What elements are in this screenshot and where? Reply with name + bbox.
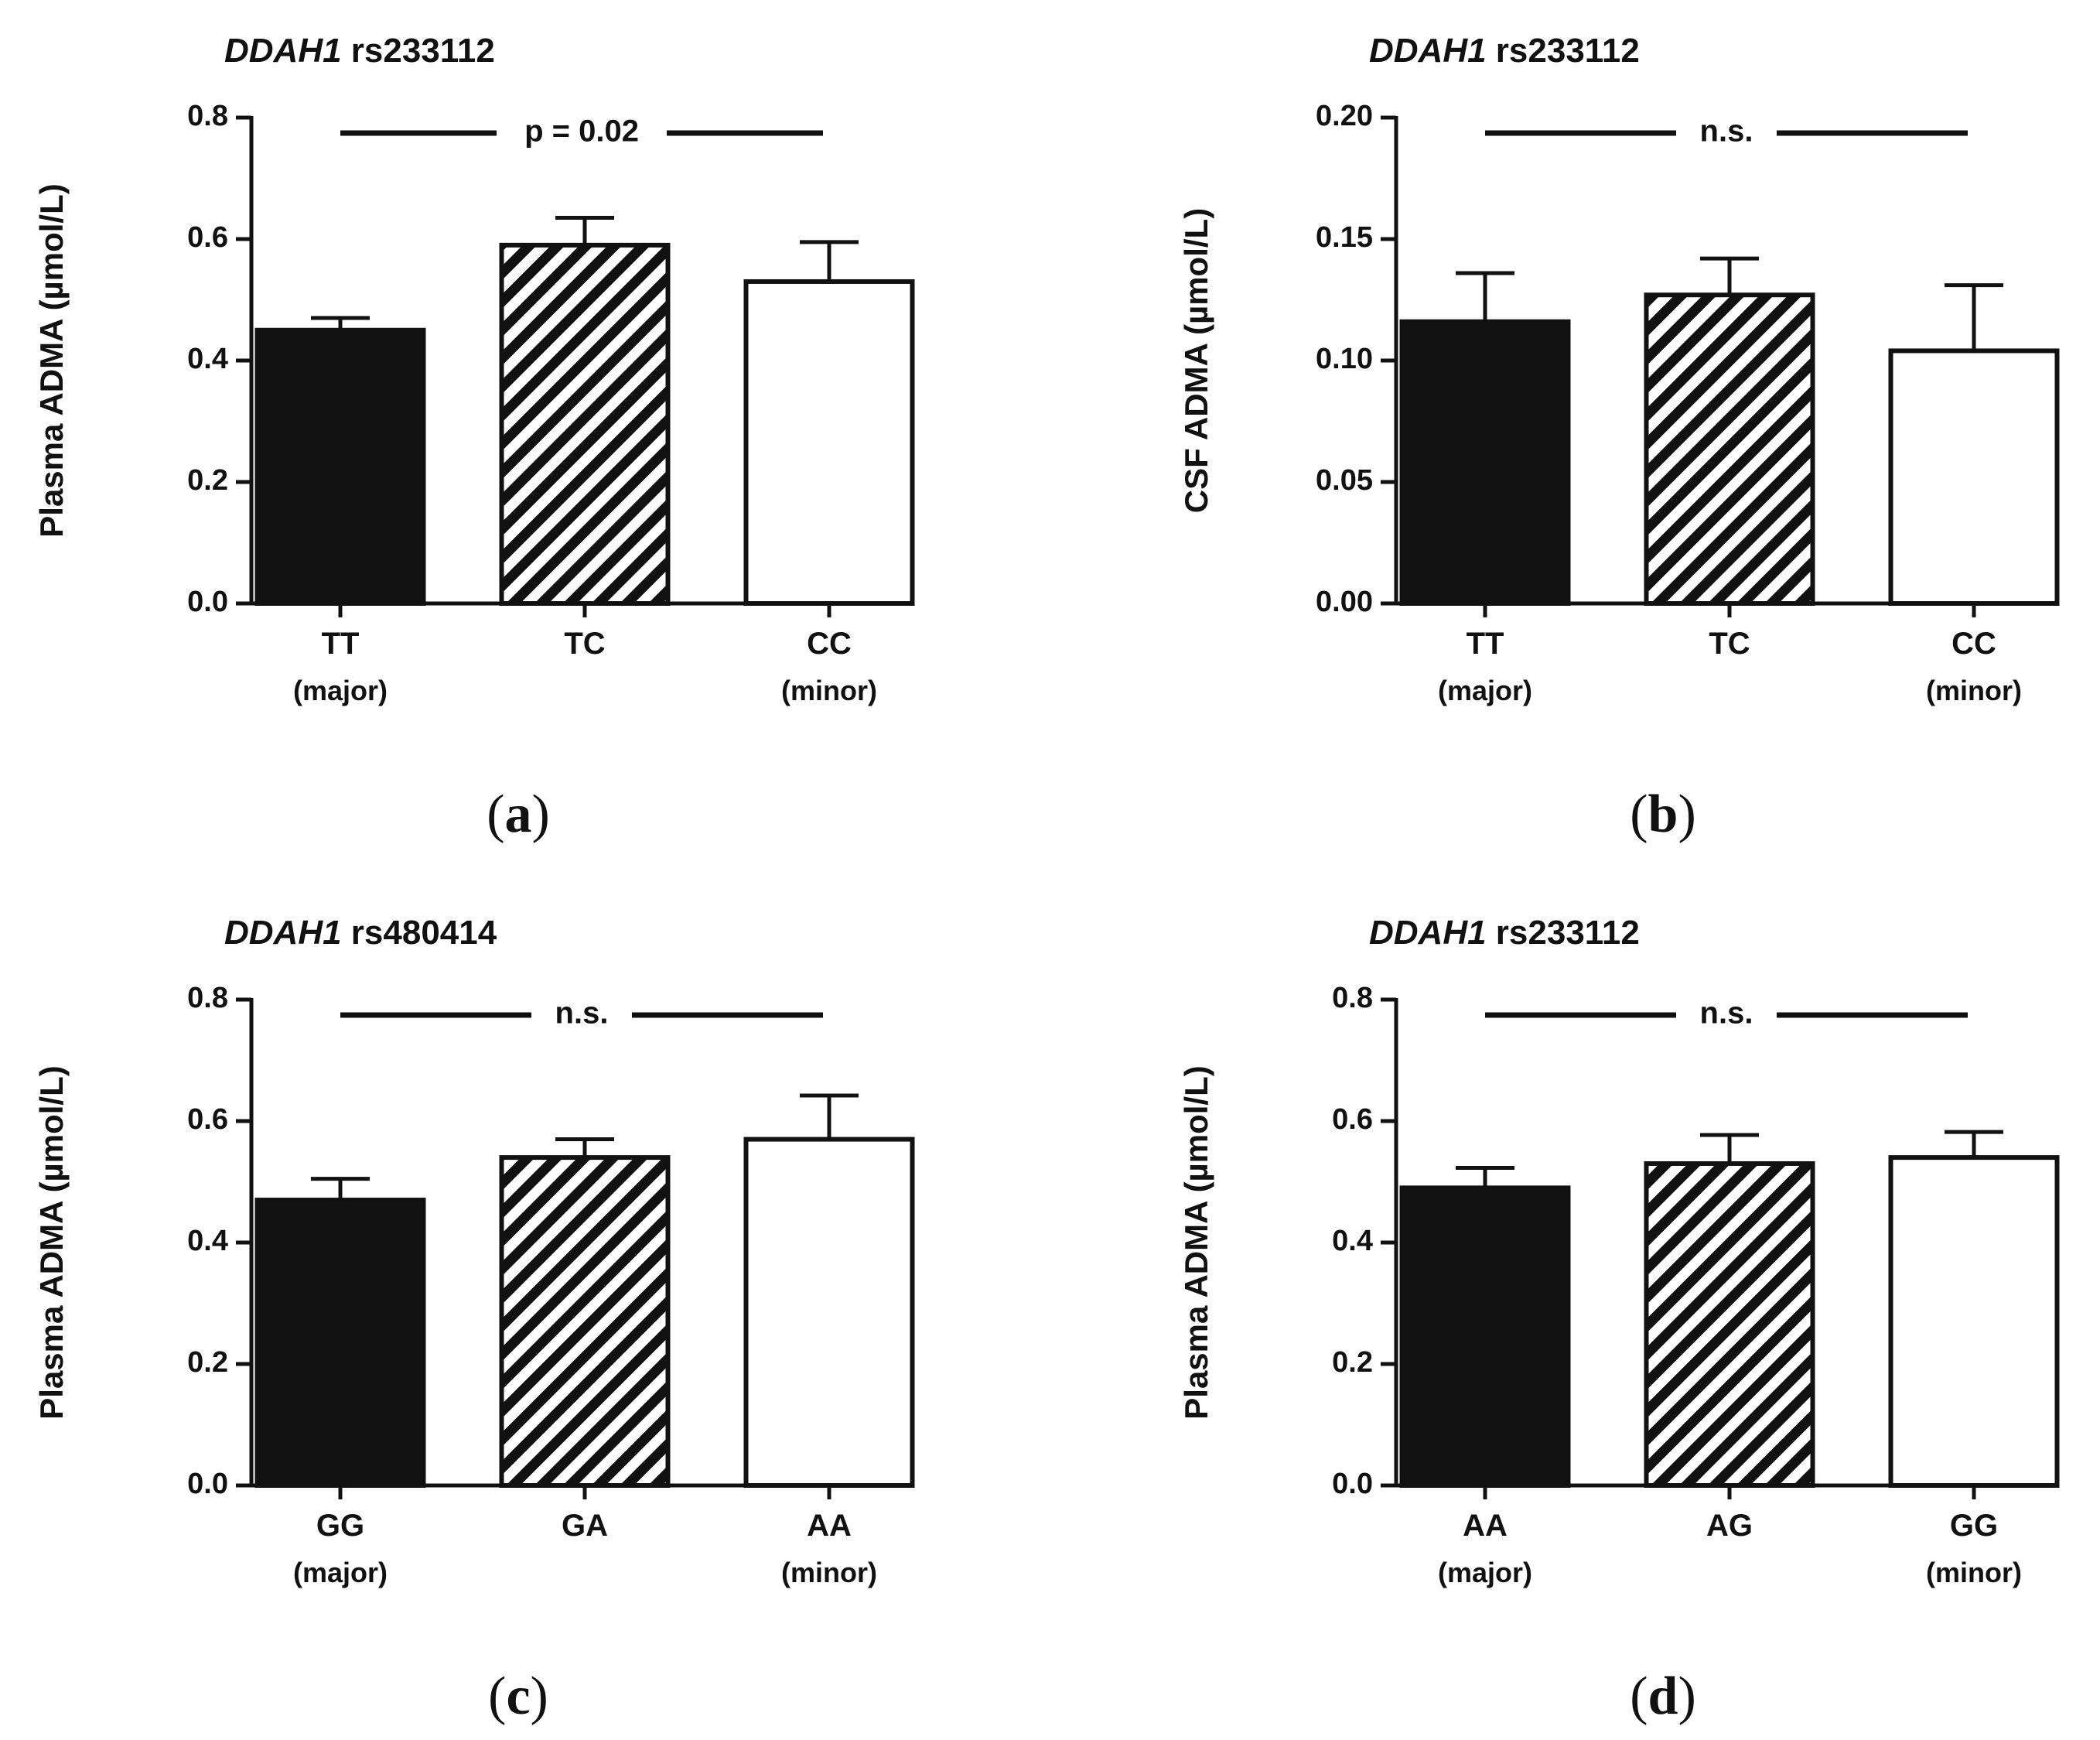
- x-category-sublabel: (minor): [781, 1557, 877, 1588]
- y-tick-label: 0.0: [1332, 1468, 1373, 1500]
- chart-title-snp: rs233112: [1487, 32, 1640, 70]
- bar-ga: [499, 1155, 671, 1488]
- chart-title-snp: rs480414: [342, 914, 497, 952]
- x-category-label: TC: [564, 627, 605, 661]
- y-tick-label: 0.4: [1332, 1225, 1373, 1257]
- chart-title-gene: DDAH1: [224, 914, 342, 952]
- bar-cc: [1888, 348, 2060, 606]
- chart-title-snp: rs233112: [342, 32, 495, 70]
- x-category-sublabel: (major): [1438, 675, 1532, 706]
- chart-title-snp: rs233112: [1487, 914, 1640, 952]
- x-category-label: GG: [1950, 1509, 1998, 1543]
- y-tick-label: 0.2: [1332, 1346, 1373, 1379]
- y-tick-label: 0.8: [1332, 982, 1373, 1014]
- y-tick-label: 0.20: [1316, 100, 1373, 132]
- x-category-sublabel: (major): [1438, 1557, 1532, 1588]
- y-tick-label: 0.6: [187, 1103, 228, 1136]
- x-category-sublabel: (major): [293, 1557, 388, 1588]
- y-tick-label: 0.6: [187, 221, 228, 254]
- y-tick-label: 0.8: [187, 982, 228, 1014]
- y-tick-label: 0.00: [1316, 586, 1373, 618]
- panel-label: (c): [488, 1667, 548, 1726]
- y-tick-label: 0.2: [187, 464, 228, 497]
- y-axis-label: CSF ADMA (µmol/L): [1178, 208, 1214, 513]
- y-tick-label: 0.0: [187, 586, 228, 618]
- x-category-sublabel: (minor): [1926, 675, 2022, 706]
- y-tick-label: 0.05: [1316, 464, 1373, 497]
- significance-label: n.s.: [1700, 115, 1753, 149]
- x-category-label: CC: [807, 627, 852, 661]
- y-tick-label: 0.6: [1332, 1103, 1373, 1136]
- y-axis-label: Plasma ADMA (µmol/L): [1178, 1065, 1214, 1419]
- chart-panel-d: DDAH1 rs233112 Plasma ADMA (µmol/L) 0.0 0.2…: [1178, 914, 2060, 1726]
- bar-tt: [1399, 319, 1571, 606]
- bar-aa: [743, 1137, 915, 1488]
- y-tick-label: 0.4: [187, 1225, 228, 1257]
- y-tick-label: 0.2: [187, 1346, 228, 1379]
- x-category-label: GA: [562, 1509, 608, 1543]
- chart-title: DDAH1 rs233112: [1369, 914, 1640, 952]
- panel-label: (d): [1630, 1667, 1696, 1726]
- panel-label: (a): [487, 785, 550, 844]
- chart-title-gene: DDAH1: [1369, 914, 1487, 952]
- chart-title-gene: DDAH1: [1369, 32, 1487, 70]
- y-tick-label: 0.0: [187, 1468, 228, 1500]
- y-axis-label: Plasma ADMA (µmol/L): [33, 183, 70, 537]
- chart-panel-c: DDAH1 rs480414 Plasma ADMA (µmol/L) 0.0 0.2…: [33, 914, 915, 1726]
- bar-gg: [1888, 1155, 2060, 1488]
- chart-title: DDAH1 rs233112: [1369, 32, 1640, 70]
- chart-title: DDAH1 rs480414: [224, 914, 497, 952]
- bar-tc: [499, 242, 671, 606]
- chart-title-gene: DDAH1: [224, 32, 342, 70]
- significance-label: n.s.: [1700, 996, 1753, 1031]
- chart-panel-b: DDAH1 rs233112 CSF ADMA (µmol/L) 0.00 0.05 0…: [1178, 32, 2060, 844]
- x-category-label: AA: [1463, 1509, 1508, 1543]
- bar-tt: [254, 327, 426, 606]
- x-category-label: TT: [1467, 627, 1504, 661]
- significance-label: p = 0.02: [524, 115, 639, 149]
- y-tick-label: 0.10: [1316, 343, 1373, 375]
- x-category-label: AA: [807, 1509, 852, 1543]
- bar-tc: [1644, 292, 1815, 606]
- y-tick-label: 0.15: [1316, 221, 1373, 254]
- x-category-sublabel: (major): [293, 675, 388, 706]
- x-category-label: CC: [1951, 627, 1996, 661]
- significance-label: n.s.: [555, 996, 609, 1031]
- panel-label: (b): [1630, 785, 1696, 844]
- y-tick-label: 0.8: [187, 100, 228, 132]
- x-category-sublabel: (minor): [781, 675, 877, 706]
- bar-ag: [1644, 1161, 1815, 1488]
- x-category-sublabel: (minor): [1926, 1557, 2022, 1588]
- x-category-label: TT: [322, 627, 360, 661]
- y-axis-label: Plasma ADMA (µmol/L): [33, 1065, 70, 1419]
- chart-panel-a: DDAH1 rs233112 Plasma ADMA (µmol/L) 0.0 0.2…: [33, 32, 915, 844]
- x-category-label: GG: [316, 1509, 364, 1543]
- x-category-label: AG: [1706, 1509, 1753, 1543]
- bar-aa: [1399, 1185, 1571, 1488]
- bar-gg: [254, 1198, 426, 1488]
- bar-cc: [743, 279, 915, 606]
- y-tick-label: 0.4: [187, 343, 228, 375]
- chart-title: DDAH1 rs233112: [224, 32, 495, 70]
- x-category-label: TC: [1709, 627, 1750, 661]
